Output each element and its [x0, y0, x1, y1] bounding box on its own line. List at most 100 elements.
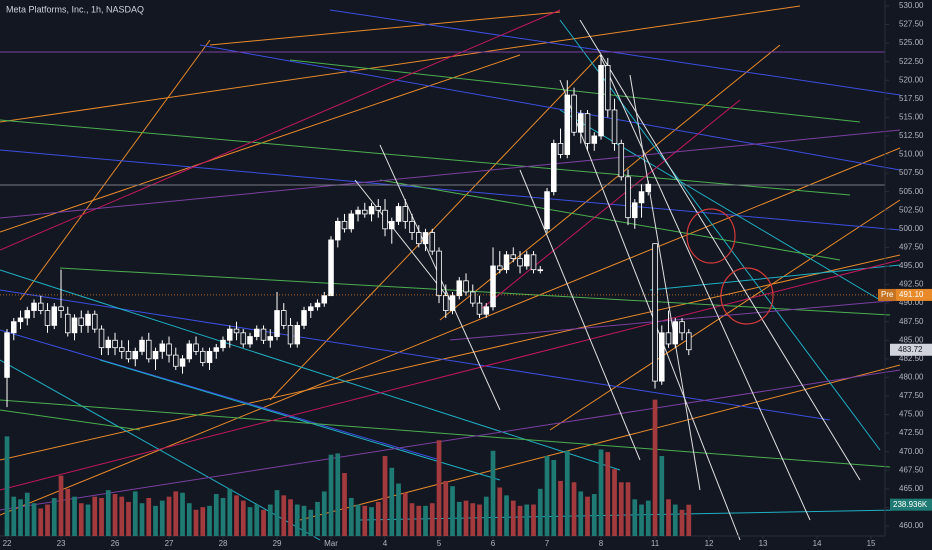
trend-line — [579, 19, 861, 481]
volume-bar — [672, 504, 678, 536]
trend-line — [629, 74, 701, 491]
candle-body — [463, 280, 469, 293]
y-tick-label: 505.00 — [899, 187, 924, 196]
y-tick-label: 475.00 — [899, 410, 924, 419]
volume-bar — [558, 480, 563, 536]
trend-line — [209, 11, 561, 46]
trend-line — [0, 9, 561, 251]
y-tick-label: 490.00 — [899, 298, 924, 307]
volume-bar — [38, 508, 44, 536]
y-tick-label: 497.50 — [899, 242, 924, 251]
candle-body — [665, 332, 672, 345]
y-tick-label: 480.00 — [899, 373, 924, 382]
x-tick-label: 8 — [599, 539, 604, 548]
volume-bar — [402, 492, 408, 536]
volume-bar — [564, 450, 570, 536]
volume-bar — [78, 503, 84, 536]
x-tick-label: 5 — [437, 539, 442, 548]
candle-body — [78, 317, 85, 326]
candle-body — [301, 310, 307, 326]
y-tick-label: 470.00 — [899, 447, 924, 456]
candle-body — [119, 347, 125, 352]
x-tick-label: 23 — [57, 539, 66, 548]
volume-bar — [429, 503, 435, 536]
candle-body — [530, 254, 537, 271]
x-tick-label: 4 — [383, 539, 388, 548]
candle-body — [105, 339, 112, 349]
candle-body — [348, 213, 355, 230]
x-tick-label: 29 — [273, 539, 282, 548]
trend-lines — [0, 5, 901, 541]
y-tick-label: 522.50 — [899, 57, 924, 66]
candle-body — [591, 135, 598, 144]
candle-body — [638, 191, 645, 204]
candle-body — [537, 269, 544, 272]
candle-body — [233, 328, 240, 334]
y-tick-label: 477.50 — [899, 391, 924, 400]
volume-bar — [659, 456, 665, 536]
volume-bar — [396, 483, 401, 536]
candle-body — [611, 109, 618, 144]
volume-bar — [497, 487, 503, 536]
candle-body — [17, 317, 24, 323]
volume-bar — [632, 499, 638, 536]
volume-bar — [369, 507, 374, 536]
volume-bar — [470, 503, 476, 536]
volume-bar — [267, 504, 273, 536]
volume-bar — [355, 504, 361, 536]
y-tick-label: 512.50 — [899, 131, 924, 140]
trend-line — [354, 179, 451, 301]
y-tick-label: 500.00 — [899, 224, 924, 233]
candle-body — [422, 232, 429, 245]
trend-line — [519, 169, 641, 461]
x-tick-label: 12 — [705, 539, 714, 548]
x-tick-label: 28 — [219, 539, 228, 548]
volume-bar — [362, 505, 368, 536]
volume-bar — [18, 499, 23, 536]
trend-line — [199, 44, 901, 171]
x-tick-label: 11 — [651, 539, 660, 548]
candle-body — [517, 258, 523, 267]
candle-body — [159, 343, 166, 352]
volume-bar — [99, 497, 104, 536]
trend-line — [269, 54, 601, 401]
trend-line — [99, 359, 501, 481]
volume-bar — [389, 467, 395, 536]
candle-body — [287, 324, 294, 345]
volume-bar — [686, 504, 692, 536]
volume-bar — [288, 499, 293, 536]
trend-line — [0, 129, 901, 219]
volume-bar — [207, 505, 212, 536]
highlight-circle — [686, 208, 736, 264]
candle-body — [193, 343, 199, 352]
volume-bar — [625, 482, 631, 536]
volume-bar — [517, 505, 523, 536]
candle-body — [220, 339, 226, 349]
volume-bar — [578, 491, 584, 536]
candle-body — [247, 336, 253, 345]
volume-bar — [342, 473, 347, 536]
volume-bar — [227, 488, 233, 536]
last-volume-label: 238.936K — [893, 500, 928, 509]
volume-bar — [409, 503, 415, 536]
candle-body — [578, 113, 584, 133]
chart-title: Meta Platforms, Inc., 1h, NASDAQ — [6, 4, 144, 14]
pre-tag-label: Pre — [881, 290, 894, 299]
y-tick-label: 492.50 — [899, 280, 924, 289]
candle-body — [98, 328, 105, 349]
volume-bar — [139, 503, 145, 536]
trend-line — [0, 254, 901, 461]
y-tick-label: 467.50 — [899, 465, 924, 474]
candle-body — [557, 142, 564, 155]
volume-bar — [321, 491, 327, 536]
candle-body — [260, 328, 267, 341]
volume-bar — [524, 504, 530, 536]
volume-bar — [240, 500, 246, 536]
volume-bar — [436, 440, 442, 536]
volume-bar — [92, 496, 98, 536]
candle-body — [416, 232, 422, 245]
y-tick-label: 460.00 — [899, 521, 924, 530]
y-tick-label: 510.00 — [899, 150, 924, 159]
y-tick-label: 527.50 — [899, 20, 924, 29]
